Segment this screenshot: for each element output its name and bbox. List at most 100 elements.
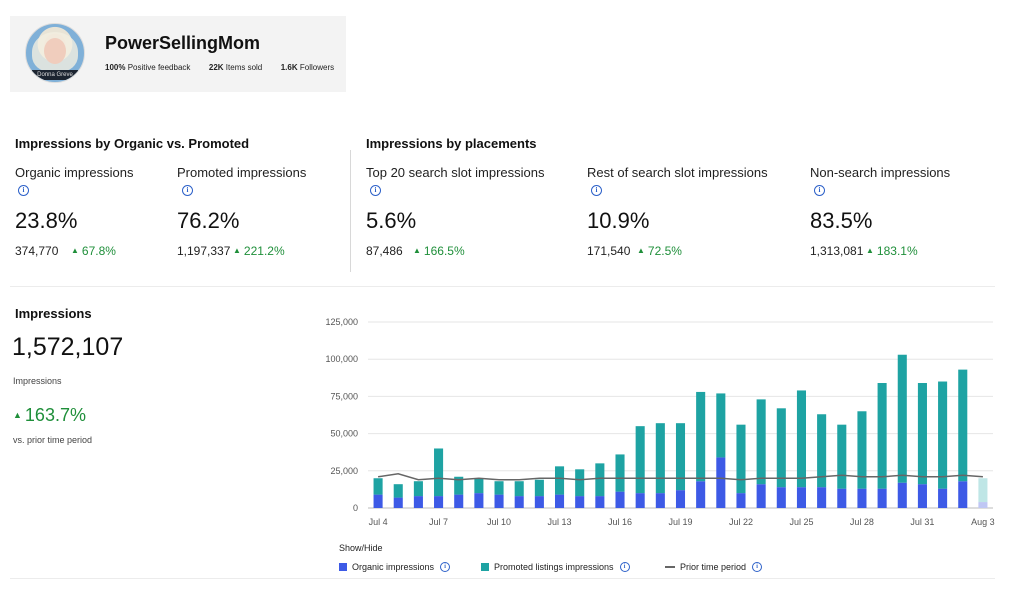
bar-organic [655, 493, 665, 508]
bar-organic [736, 493, 746, 508]
info-icon[interactable]: i [619, 562, 630, 572]
bar-organic [494, 494, 504, 508]
horizontal-divider-bottom [10, 578, 995, 579]
bar-promoted [736, 424, 746, 494]
bar-promoted [534, 479, 544, 497]
followers-value: 1.6K [280, 63, 298, 72]
bar-promoted [716, 393, 726, 458]
legend-prior[interactable]: Prior time period i [665, 562, 763, 572]
y-tick-label: 25,000 [330, 466, 358, 476]
x-tick-label: Jul 10 [487, 517, 511, 527]
impressions-chart-svg: 0 25,000 50,000 75,000 100,000 125,000 Jul 4 Ju… [325, 317, 994, 527]
legend-promoted-label: Promoted listings impressions [494, 562, 614, 572]
triangle-up-icon: ▲ [866, 246, 874, 255]
triangle-up-icon: ▲ [13, 410, 22, 420]
avatar[interactable]: Donna Greve [25, 23, 85, 83]
x-tick-label: Jul 19 [668, 517, 692, 527]
bar-organic [675, 490, 686, 508]
bar-organic [837, 488, 847, 508]
impressions-chart: 0 25,000 50,000 75,000 100,000 125,000 Jul 4 Ju… [318, 312, 998, 534]
items-sold-value: 22K [208, 63, 224, 72]
bar-organic [857, 488, 867, 508]
x-tick-label: Jul 4 [369, 517, 388, 527]
bar-organic [373, 494, 383, 508]
info-icon[interactable]: i [182, 185, 193, 196]
horizontal-divider [10, 286, 995, 287]
organic-impressions-count: 374,770 [15, 244, 59, 258]
legend-organic[interactable]: Organic impressions i [339, 562, 451, 572]
legend-promoted[interactable]: Promoted listings impressions i [481, 562, 630, 572]
legend-organic-label: Organic impressions [352, 562, 435, 572]
seller-profile-card: Donna Greve PowerSellingMom 100% Positiv… [10, 16, 346, 92]
bar-promoted [958, 369, 968, 482]
promoted-impressions-change: ▲ 221.2% [233, 244, 285, 258]
bar-promoted [655, 423, 665, 494]
bar-organic [635, 493, 645, 508]
top-20-search-count: 87,486 [366, 244, 403, 258]
bar-promoted [373, 478, 383, 495]
bar-promoted [595, 463, 605, 497]
bar-promoted [434, 448, 444, 497]
bar-promoted [776, 408, 786, 488]
info-icon[interactable]: i [370, 185, 381, 196]
triangle-up-icon: ▲ [71, 246, 79, 255]
info-icon[interactable]: i [18, 185, 29, 196]
x-tick-label: Jul 16 [608, 517, 632, 527]
impressions-comparison: vs. prior time period [13, 435, 93, 445]
bar-organic [554, 494, 565, 508]
avatar-badge: Donna Greve [32, 70, 78, 80]
bar-promoted [897, 354, 907, 483]
bar-organic [393, 497, 403, 508]
bar-organic [877, 488, 887, 508]
impressions-total: 1,572,107 [12, 333, 124, 361]
items-sold-label: Items sold [225, 63, 263, 72]
bar-organic [938, 488, 948, 508]
organic-impressions-change: ▲ 67.8% [71, 244, 116, 258]
bar-organic [796, 487, 807, 508]
prior-period-line [377, 473, 983, 481]
bar-promoted [635, 426, 645, 494]
info-icon[interactable]: i [814, 185, 825, 196]
bar-promoted [494, 481, 504, 495]
non-search-label: Non-search impressions [810, 165, 951, 180]
bar-promoted [978, 478, 988, 503]
bar-promoted [917, 383, 927, 485]
placements-title: Impressions by placements [366, 136, 537, 151]
top-20-search-change: ▲ 166.5% [413, 244, 465, 258]
followers-label: Followers [299, 63, 335, 72]
x-tick-label: Jul 31 [910, 517, 934, 527]
rest-of-search-count: 171,540 [587, 244, 631, 258]
promoted-impressions-percent: 76.2% [177, 208, 240, 233]
info-icon[interactable]: i [752, 562, 763, 572]
y-tick-label: 50,000 [330, 429, 358, 439]
promoted-impressions-label: Promoted impressions [177, 165, 307, 180]
bar-organic [978, 502, 988, 508]
bar-organic [776, 487, 786, 508]
bar-promoted [413, 481, 423, 497]
y-tick-label: 0 [353, 503, 358, 513]
bar-promoted [675, 423, 686, 491]
impressions-subtitle: Impressions [13, 376, 62, 386]
impressions-change: ▲ 163.7% [13, 405, 86, 425]
impressions-title: Impressions [15, 306, 92, 321]
x-tick-label: Jul 22 [729, 517, 753, 527]
bar-promoted [756, 399, 766, 485]
bar-organic [897, 482, 907, 508]
rest-of-search-change: ▲ 72.5% [637, 244, 682, 258]
non-search-change: ▲ 183.1% [866, 244, 918, 258]
y-tick-label: 100,000 [325, 354, 358, 364]
bar-organic [595, 496, 605, 508]
bar-promoted [514, 481, 524, 497]
info-icon[interactable]: i [591, 185, 602, 196]
bar-promoted [393, 484, 403, 498]
info-icon[interactable]: i [440, 562, 451, 572]
triangle-up-icon: ▲ [233, 246, 241, 255]
bar-organic [575, 496, 585, 508]
bar-organic [917, 484, 927, 508]
seller-name[interactable]: PowerSellingMom [105, 33, 261, 53]
x-tick-label: Jul 28 [850, 517, 874, 527]
y-tick-label: 125,000 [325, 317, 358, 327]
organic-impressions-label: Organic impressions [15, 165, 134, 180]
organic-vs-promoted-title: Impressions by Organic vs. Promoted [15, 136, 250, 151]
feedback-label: Positive feedback [127, 63, 191, 72]
